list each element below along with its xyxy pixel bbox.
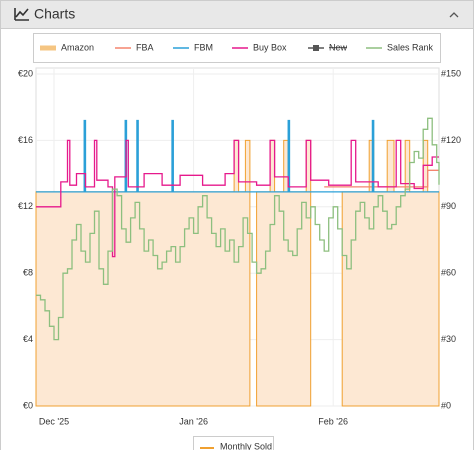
- legend-label[interactable]: Sales Rank: [387, 42, 434, 52]
- y-tick-label: €8: [23, 268, 33, 278]
- legend-label[interactable]: New: [329, 42, 348, 52]
- legend-label[interactable]: Amazon: [61, 42, 94, 52]
- legend-label[interactable]: FBA: [136, 42, 154, 52]
- y2-tick-label: #0: [441, 400, 451, 410]
- y2-tick-label: #120: [441, 135, 461, 145]
- y2-tick-label: #90: [441, 201, 456, 211]
- legend-label[interactable]: FBM: [194, 42, 213, 52]
- x-tick-label: Dec '25: [39, 416, 69, 426]
- extra-legend-label[interactable]: Monthly Sold: [220, 441, 272, 450]
- y-tick-label: €16: [18, 135, 33, 145]
- y2-tick-label: #30: [441, 334, 456, 344]
- line: [36, 139, 439, 258]
- panel-title: Charts: [34, 6, 75, 22]
- y2-tick-label: #60: [441, 268, 456, 278]
- panel-header[interactable]: [0, 0, 474, 29]
- y-tick-label: €0: [23, 400, 33, 410]
- x-tick-label: Jan '26: [179, 416, 208, 426]
- legend-marker: [313, 45, 319, 51]
- line: [36, 119, 439, 193]
- y-tick-label: €20: [18, 68, 33, 78]
- x-tick-label: Feb '26: [318, 416, 348, 426]
- extra-legend-box: [193, 436, 274, 450]
- legend-label[interactable]: Buy Box: [253, 42, 287, 52]
- line: [36, 117, 440, 341]
- chart-icon: [14, 8, 29, 21]
- y-tick-label: €12: [18, 201, 33, 211]
- y2-tick-label: #150: [441, 68, 461, 78]
- y-tick-label: €4: [23, 334, 33, 344]
- collapse-icon[interactable]: [449, 12, 459, 18]
